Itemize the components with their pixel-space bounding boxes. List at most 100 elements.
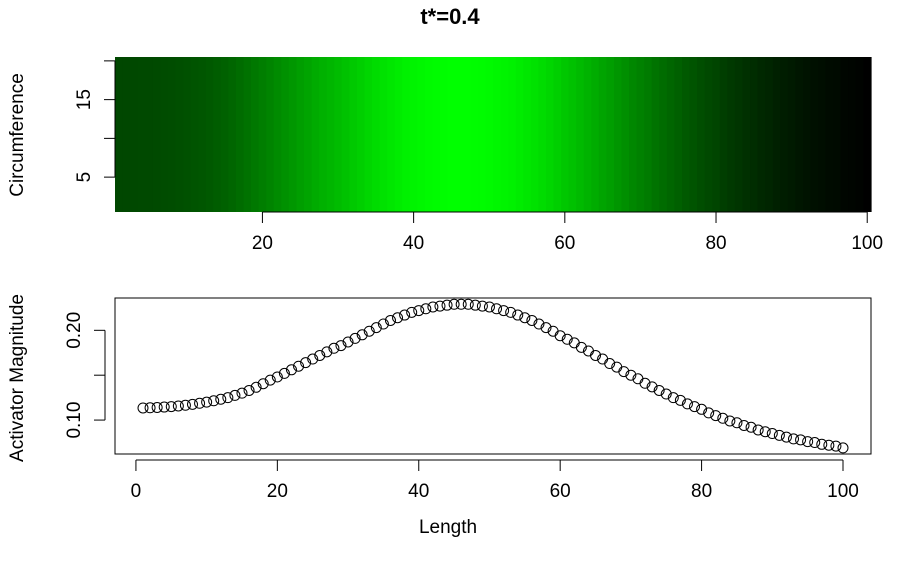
point	[498, 305, 510, 317]
heat-cell	[477, 57, 487, 212]
point	[165, 401, 177, 413]
heat-cell	[364, 57, 373, 212]
heat-cell	[115, 57, 124, 212]
heat-cell	[780, 57, 789, 212]
point	[540, 322, 552, 334]
chart-title: t*=0.4	[420, 4, 480, 29]
heat-cell	[802, 57, 812, 212]
x-tick-label: 100	[851, 233, 883, 254]
point	[823, 439, 835, 451]
point	[434, 300, 446, 312]
point	[575, 341, 587, 353]
point	[759, 426, 771, 438]
plot-box	[114, 297, 872, 455]
heat-cell	[296, 57, 305, 212]
point	[194, 397, 206, 409]
heat-cell	[213, 57, 222, 212]
heat-cell	[621, 57, 630, 212]
point	[293, 360, 305, 372]
heat-cell	[387, 57, 396, 212]
heat-cell	[130, 57, 139, 212]
heat-cell	[266, 57, 275, 212]
point	[179, 399, 191, 411]
point	[681, 398, 693, 410]
point	[788, 433, 800, 445]
point	[455, 298, 467, 310]
y-axis-label: Activator Magnitude	[7, 294, 28, 462]
heat-cell	[424, 57, 434, 212]
x-tick-label: 60	[550, 481, 571, 502]
point	[795, 434, 807, 446]
heat-cell	[568, 57, 577, 212]
point	[738, 419, 750, 431]
point	[335, 340, 347, 352]
point	[837, 442, 849, 454]
point	[604, 358, 616, 370]
heat-cell	[833, 57, 842, 212]
point	[186, 398, 198, 410]
heat-cell	[152, 57, 161, 212]
heat-cell	[394, 57, 403, 212]
point	[356, 329, 368, 341]
point	[208, 395, 220, 407]
heat-cell	[818, 57, 827, 212]
heat-cell	[765, 57, 774, 212]
heat-cell	[742, 57, 751, 212]
point	[215, 393, 227, 405]
point	[363, 325, 375, 337]
heat-cell	[273, 57, 282, 212]
point	[314, 349, 326, 361]
heat-cell	[349, 57, 358, 212]
x-tick-label: 40	[408, 481, 429, 502]
point	[476, 300, 488, 312]
point	[257, 378, 269, 390]
heat-cell	[636, 57, 645, 212]
heat-cell	[606, 57, 615, 212]
heat-cell	[304, 57, 313, 212]
point	[519, 312, 531, 324]
point	[243, 384, 255, 396]
point	[724, 415, 736, 427]
point	[278, 367, 290, 379]
x-tick-label: 80	[691, 481, 712, 502]
heat-cell	[372, 57, 381, 212]
point	[151, 402, 163, 414]
heat-cell	[545, 57, 555, 212]
point	[469, 299, 481, 311]
heat-cell	[326, 57, 335, 212]
heat-cell	[455, 57, 464, 212]
heat-cell	[613, 57, 623, 212]
point	[413, 305, 425, 317]
point	[222, 392, 234, 404]
heat-cell	[440, 57, 449, 212]
point	[696, 403, 708, 415]
point	[377, 318, 389, 330]
heat-cell	[243, 57, 252, 212]
point	[427, 301, 439, 313]
heat-cell	[704, 57, 713, 212]
heat-cell	[712, 57, 721, 212]
heat-cell	[205, 57, 214, 212]
point	[561, 333, 573, 345]
point	[809, 437, 821, 449]
heat-cell	[183, 57, 192, 212]
heat-cell	[825, 57, 834, 212]
heat-cell	[311, 57, 320, 212]
point	[370, 322, 382, 334]
point	[328, 342, 340, 354]
point	[158, 401, 170, 413]
point	[512, 309, 524, 321]
heat-cell	[757, 57, 766, 212]
heat-cell	[787, 57, 796, 212]
heat-cell	[682, 57, 691, 212]
point	[554, 330, 566, 342]
point	[392, 312, 404, 324]
heat-cell	[659, 57, 668, 212]
point	[505, 306, 517, 318]
heat-cell	[689, 57, 698, 212]
point	[674, 394, 686, 406]
heat-cell	[175, 57, 184, 212]
heat-cell	[190, 57, 199, 212]
point	[639, 377, 651, 389]
